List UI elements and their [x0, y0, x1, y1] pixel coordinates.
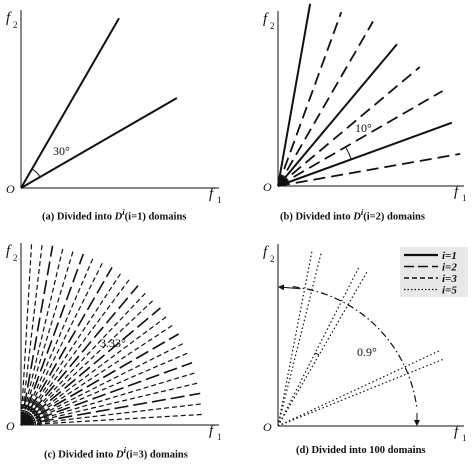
domain-line-a	[20, 17, 120, 189]
origin-label-c: O	[6, 419, 15, 433]
legend-label: i=5	[442, 285, 457, 297]
domain-line-c	[20, 382, 199, 426]
domain-line-b	[277, 21, 374, 187]
domain-line-c	[20, 285, 139, 426]
y-axis-sub-a: 2	[13, 20, 18, 30]
angle-arc-b	[345, 146, 352, 160]
domain-line-b	[277, 66, 421, 187]
domain-line-c	[20, 315, 168, 426]
domain-line-b	[277, 121, 453, 187]
y-axis-sub-c: 2	[13, 253, 18, 263]
domain-line-c	[20, 257, 94, 426]
legend-label: i=3	[442, 273, 457, 285]
domain-line-d	[277, 253, 322, 427]
domain-line-b	[277, 11, 343, 187]
domain-line-b	[277, 3, 312, 187]
x-axis-sub-a: 1	[217, 195, 222, 205]
x-axis-label-c: f	[209, 423, 215, 439]
x-axis-label-b: f	[454, 184, 460, 200]
angle-label-b: 10°	[355, 121, 372, 135]
y-axis-label-a: f	[6, 10, 12, 26]
caption-b: (b) Divided into Di(i=2) domains	[280, 207, 425, 223]
arc-arrow-left-d	[278, 284, 301, 291]
y-axis-label-d: f	[263, 244, 269, 260]
caption-c: (c) Divided into Di(i=3) domains	[44, 445, 188, 461]
origin-label-b: O	[263, 180, 272, 194]
legend-label: i=1	[442, 250, 457, 262]
domain-line-c	[20, 299, 154, 426]
caption-d: (d) Divided into 100 domains	[296, 445, 426, 456]
domain-line-c	[20, 244, 43, 426]
domain-line-c	[20, 272, 122, 426]
angle-label-d: 0.9°	[357, 345, 377, 359]
domain-line-c	[20, 266, 113, 426]
x-axis-sub-b: 1	[462, 193, 467, 203]
domain-line-b	[277, 90, 443, 187]
domain-line-c	[20, 403, 202, 426]
legend-label: i=2	[442, 262, 457, 274]
origin-label-d: O	[263, 420, 272, 434]
domain-line-c	[20, 372, 196, 426]
y-axis-label-b: f	[263, 11, 269, 27]
small-arc-d	[314, 352, 320, 356]
angle-label-a: 30°	[53, 144, 70, 158]
domain-line-c	[20, 307, 161, 426]
domain-line-c	[20, 262, 104, 426]
domain-line-a	[20, 97, 178, 189]
domain-line-c	[20, 352, 189, 426]
origin-arc-c	[20, 409, 37, 426]
angle-arc-d	[292, 286, 418, 410]
domain-line-b	[277, 152, 461, 187]
domain-line-d	[277, 267, 360, 427]
domain-line-c	[20, 245, 54, 426]
x-axis-label-d: f	[454, 424, 460, 440]
y-axis-label-c: f	[6, 243, 12, 259]
domain-line-c	[20, 243, 33, 426]
domain-line-c	[20, 362, 193, 426]
domain-line-c	[20, 292, 147, 426]
domain-line-c	[20, 250, 74, 426]
domain-line-c	[20, 413, 203, 426]
origin-arc-c	[20, 413, 33, 426]
x-axis-sub-d: 1	[462, 433, 467, 443]
origin-arc-c	[20, 420, 26, 426]
domain-line-b	[277, 43, 398, 187]
caption-a: (a) Divided into Di(i=1) domains	[42, 207, 187, 223]
domain-line-d	[277, 358, 444, 427]
domain-line-d	[277, 251, 313, 427]
domain-line-c	[20, 333, 180, 426]
y-axis-sub-d: 2	[270, 254, 275, 264]
origin-arc-c	[20, 406, 40, 426]
origin-arc-c	[20, 416, 30, 426]
domain-line-c	[20, 278, 131, 426]
domain-line-d	[277, 271, 368, 427]
domain-line-c	[20, 247, 64, 426]
x-axis-label-a: f	[209, 186, 215, 202]
x-axis-sub-c: 1	[217, 432, 222, 442]
origin-label-a: O	[6, 182, 15, 196]
angle-label-c: 3.33°	[100, 336, 126, 350]
domain-line-c	[20, 253, 84, 426]
domain-line-d	[277, 350, 440, 427]
y-axis-sub-b: 2	[270, 21, 275, 31]
angle-arc-a	[31, 168, 41, 178]
domain-line-c	[20, 392, 201, 426]
domain-line-c	[20, 324, 174, 426]
domain-line-c	[20, 342, 184, 426]
